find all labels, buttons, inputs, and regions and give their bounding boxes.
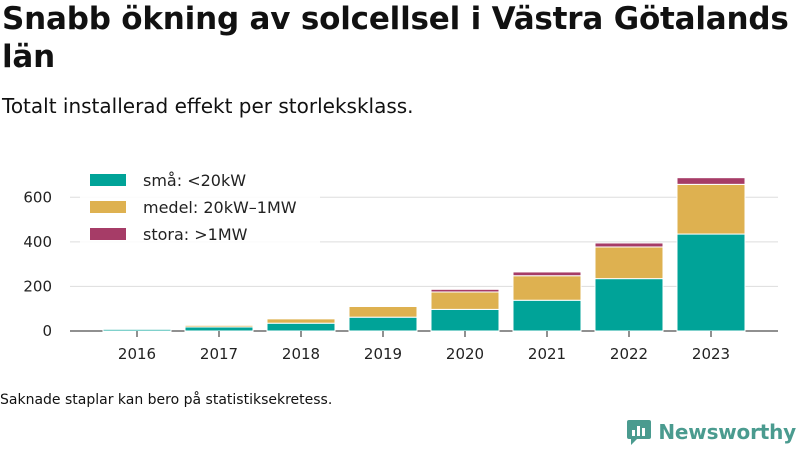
y-tick-label: 0 xyxy=(42,322,52,340)
x-tick-label: 2020 xyxy=(446,345,484,363)
footnote: Saknade staplar kan bero på statistiksek… xyxy=(0,392,333,408)
y-tick-label: 600 xyxy=(23,188,52,206)
bar-segment xyxy=(430,291,500,310)
bar-segment xyxy=(430,288,500,293)
legend-label: små: <20kW xyxy=(143,171,246,190)
bar-segment xyxy=(512,299,582,332)
bar-segment xyxy=(348,305,418,307)
newsworthy-logo-icon xyxy=(627,420,652,445)
bar-segment xyxy=(594,278,664,332)
chart-title: Snabb ökning av solcellsel i Västra Göta… xyxy=(2,1,789,75)
x-tick-label: 2017 xyxy=(200,345,238,363)
bar-segment xyxy=(512,271,582,277)
x-axis-ticks: 2016 2017 2018 2019 2020 2021 2022 2023 xyxy=(118,331,730,363)
bar-segment xyxy=(266,322,336,332)
bar-segment xyxy=(676,233,746,332)
brand-name: Newsworthy xyxy=(658,420,796,444)
legend-label: medel: 20kW–1MW xyxy=(143,198,297,217)
bar-segment xyxy=(594,246,664,280)
bar-segment xyxy=(348,316,418,332)
bar-segment xyxy=(348,305,418,318)
bar-segment xyxy=(184,326,254,332)
bar-segment xyxy=(430,308,500,332)
bar-segment xyxy=(512,275,582,301)
brand-logo: Newsworthy xyxy=(626,418,796,446)
x-tick-label: 2023 xyxy=(692,345,730,363)
bar-segment xyxy=(594,242,664,248)
legend-swatch xyxy=(90,174,126,186)
bar-segment xyxy=(676,177,746,185)
x-tick-label: 2022 xyxy=(610,345,648,363)
x-tick-label: 2019 xyxy=(364,345,402,363)
legend-swatch xyxy=(90,201,126,213)
legend-label: stora: >1MW xyxy=(143,225,248,244)
chart-subtitle: Totalt installerad effekt per storlekskl… xyxy=(2,94,414,118)
x-tick-label: 2016 xyxy=(118,345,156,363)
y-tick-label: 400 xyxy=(23,233,52,251)
x-tick-label: 2018 xyxy=(282,345,320,363)
legend: små: <20kW medel: 20kW–1MW stora: >1MW xyxy=(80,164,320,244)
bar-segment xyxy=(676,183,746,235)
x-tick-label: 2021 xyxy=(528,345,566,363)
bar-segment xyxy=(266,318,336,324)
y-tick-label: 200 xyxy=(23,277,52,295)
legend-swatch xyxy=(90,228,126,240)
y-axis-ticks: 0 200 400 600 xyxy=(23,188,52,340)
